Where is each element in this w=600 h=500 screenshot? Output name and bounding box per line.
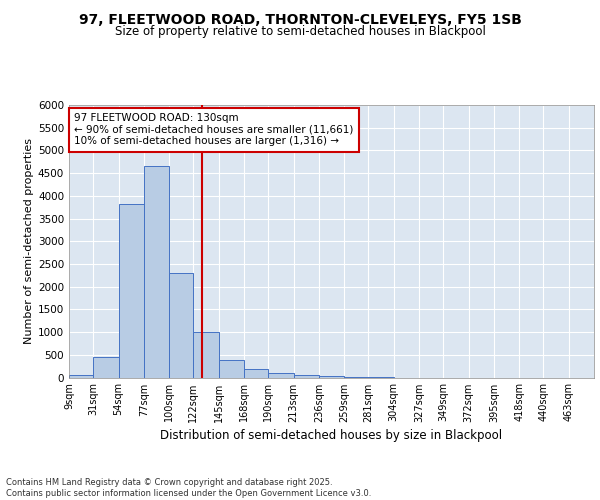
X-axis label: Distribution of semi-detached houses by size in Blackpool: Distribution of semi-detached houses by … [160,428,503,442]
Bar [218,360,244,378]
Bar [268,373,293,378]
Bar [193,332,218,378]
Bar [169,273,193,378]
Bar [244,369,268,378]
Bar [293,375,319,378]
Y-axis label: Number of semi-detached properties: Number of semi-detached properties [24,138,34,344]
Bar [344,376,368,378]
Text: Contains HM Land Registry data © Crown copyright and database right 2025.
Contai: Contains HM Land Registry data © Crown c… [6,478,371,498]
Bar [144,166,169,378]
Bar [119,204,144,378]
Bar [319,376,344,378]
Bar [93,357,119,378]
Text: 97, FLEETWOOD ROAD, THORNTON-CLEVELEYS, FY5 1SB: 97, FLEETWOOD ROAD, THORNTON-CLEVELEYS, … [79,12,521,26]
Bar [69,375,93,378]
Text: Size of property relative to semi-detached houses in Blackpool: Size of property relative to semi-detach… [115,25,485,38]
Text: 97 FLEETWOOD ROAD: 130sqm
← 90% of semi-detached houses are smaller (11,661)
10%: 97 FLEETWOOD ROAD: 130sqm ← 90% of semi-… [74,113,353,146]
